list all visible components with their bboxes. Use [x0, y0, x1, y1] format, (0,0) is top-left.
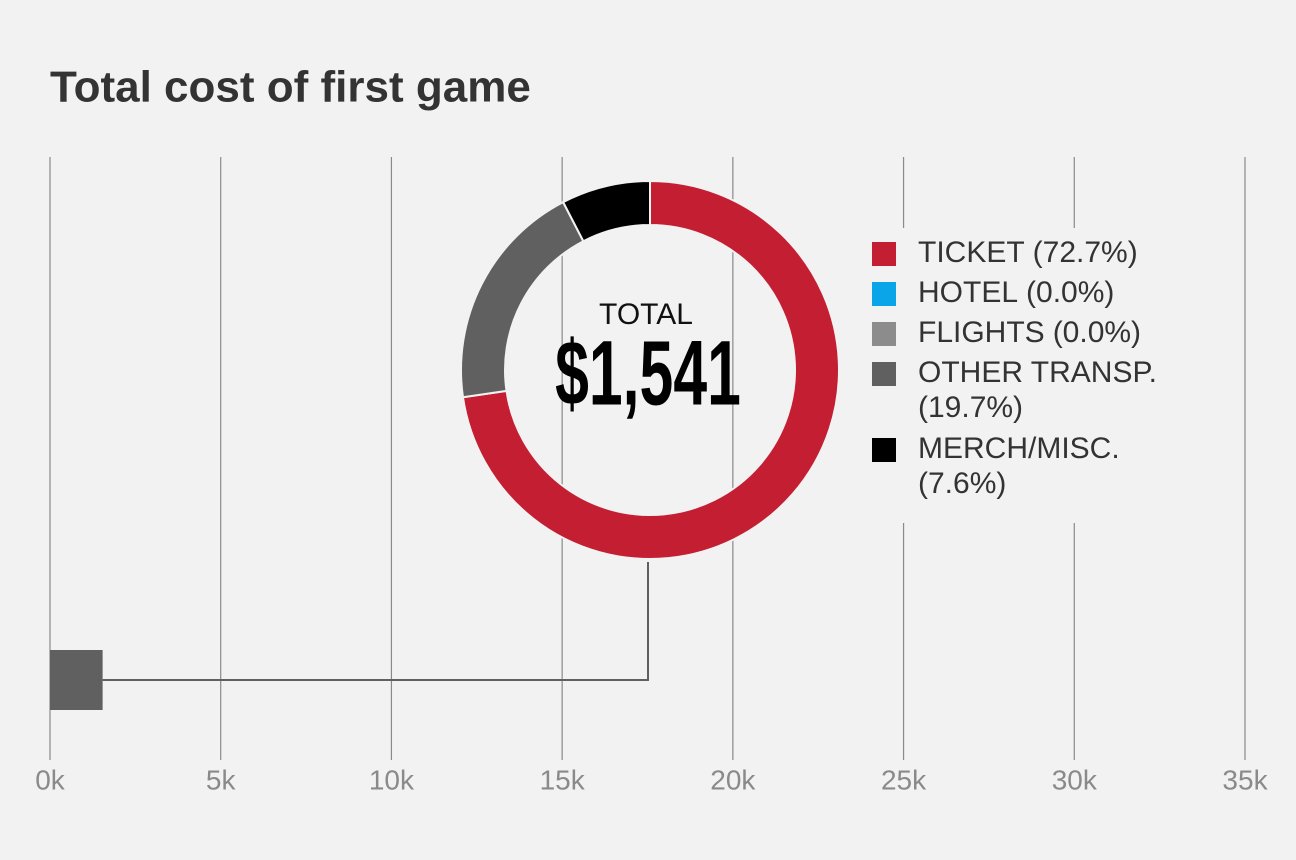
legend-swatch [872, 282, 896, 306]
legend-label: HOTEL [918, 276, 1018, 309]
legend-swatch [872, 362, 896, 386]
legend-label: MERCH/MISC. [918, 432, 1120, 465]
total-value: $1,541 [555, 321, 741, 425]
legend-entry: MERCH/MISC. (7.6%) [918, 432, 1120, 500]
legend-label: FLIGHTS [918, 316, 1045, 349]
legend-value: (7.6%) [918, 467, 1006, 500]
x-tick-label: 20k [710, 764, 756, 795]
x-tick-label: 5k [206, 764, 237, 795]
legend-value: (0.0%) [1026, 276, 1114, 309]
donut-slice [461, 179, 840, 560]
x-tick-label: 25k [881, 764, 927, 795]
legend-value: (0.0%) [1053, 316, 1141, 349]
legend-entry: OTHER TRANSP. (19.7%) [918, 356, 1157, 424]
legend-label: OTHER TRANSP. [918, 356, 1157, 389]
legend-swatch [872, 438, 896, 462]
legend-entry: TICKET (72.7%) [918, 236, 1138, 269]
legend-background [860, 228, 1195, 523]
bar [50, 650, 103, 710]
legend-swatch [872, 322, 896, 346]
total-caption: TOTAL [599, 298, 693, 331]
legend-entry: FLIGHTS (0.0%) [918, 316, 1141, 349]
legend-label: TICKET [918, 236, 1025, 269]
donut-slice [561, 179, 651, 243]
legend-value: (72.7%) [1033, 236, 1138, 269]
leader-line [102, 562, 649, 681]
x-tick-label: 0k [35, 764, 66, 795]
chart-title: Total cost of first game [50, 63, 531, 112]
x-tick-label: 30k [1052, 764, 1098, 795]
legend: TICKET (72.7%)HOTEL (0.0%)FLIGHTS (0.0%)OTH… [860, 228, 1195, 523]
x-tick-label: 10k [369, 764, 415, 795]
x-tick-label: 15k [540, 764, 586, 795]
legend-entry: HOTEL (0.0%) [918, 276, 1114, 309]
x-tick-label: 35k [1222, 764, 1268, 795]
bars [50, 562, 649, 710]
donut: TOTAL$1,541 [460, 179, 840, 560]
grid: 0k 5k 10k 15k 20k 25k 30k 35k [35, 157, 1269, 795]
legend-value: (19.7%) [918, 391, 1023, 424]
legend-swatch [872, 242, 896, 266]
